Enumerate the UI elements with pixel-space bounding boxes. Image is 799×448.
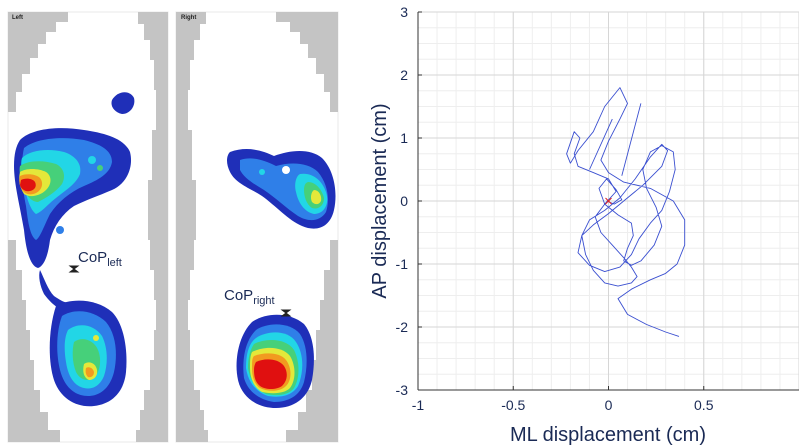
left-insole-panel: Left — [7, 11, 169, 443]
right-insole-panel: Right — [175, 11, 339, 443]
series-line-0 — [566, 87, 686, 337]
cop-right-label: CoPright — [224, 287, 275, 307]
cop-left-label: CoPleft — [78, 249, 122, 269]
right-forefoot-pressure — [227, 149, 336, 229]
origin-marker-stroke-b — [605, 197, 612, 205]
x-tick-label: -0.5 — [501, 397, 525, 413]
pressure-maps: Left — [0, 0, 345, 448]
series-line-1 — [621, 103, 642, 176]
left-heel-pressure — [49, 300, 127, 407]
y-tick-label: 1 — [400, 130, 408, 146]
series-layer — [566, 87, 686, 337]
x-axis-label: ML displacement (cm) — [510, 424, 706, 446]
y-tick-label: 3 — [400, 4, 408, 20]
marker-layer — [605, 197, 612, 205]
right-insole-outline — [176, 12, 338, 442]
series-line-2 — [589, 118, 613, 170]
y-tick-label: -3 — [396, 382, 409, 398]
y-ticks: -3 -2 -1 0 1 2 3 — [396, 4, 422, 398]
left-forefoot-pressure — [14, 92, 135, 268]
x-tick-label: 0.5 — [694, 397, 714, 413]
left-insole-outline — [8, 12, 168, 442]
x-tick-label: -1 — [412, 397, 425, 413]
y-tick-label: 0 — [400, 193, 408, 209]
x-tick-label: 0 — [605, 397, 613, 413]
left-panel-title: Left — [12, 15, 23, 21]
right-panel-title: Right — [181, 15, 196, 21]
y-tick-label: 2 — [400, 67, 408, 83]
y-tick-label: -1 — [396, 256, 409, 272]
y-tick-label: -2 — [396, 319, 409, 335]
y-axis-label: AP displacement (cm) — [369, 103, 391, 298]
x-ticks: -1 -0.5 0 0.5 — [412, 386, 714, 413]
cop-left-marker — [68, 265, 80, 273]
cop-right-marker — [280, 309, 292, 317]
cop-trajectory-chart: -1 -0.5 0 0.5 -3 -2 -1 0 1 2 3 ML displacement (c… — [369, 4, 799, 446]
right-heel-pressure — [236, 314, 314, 408]
